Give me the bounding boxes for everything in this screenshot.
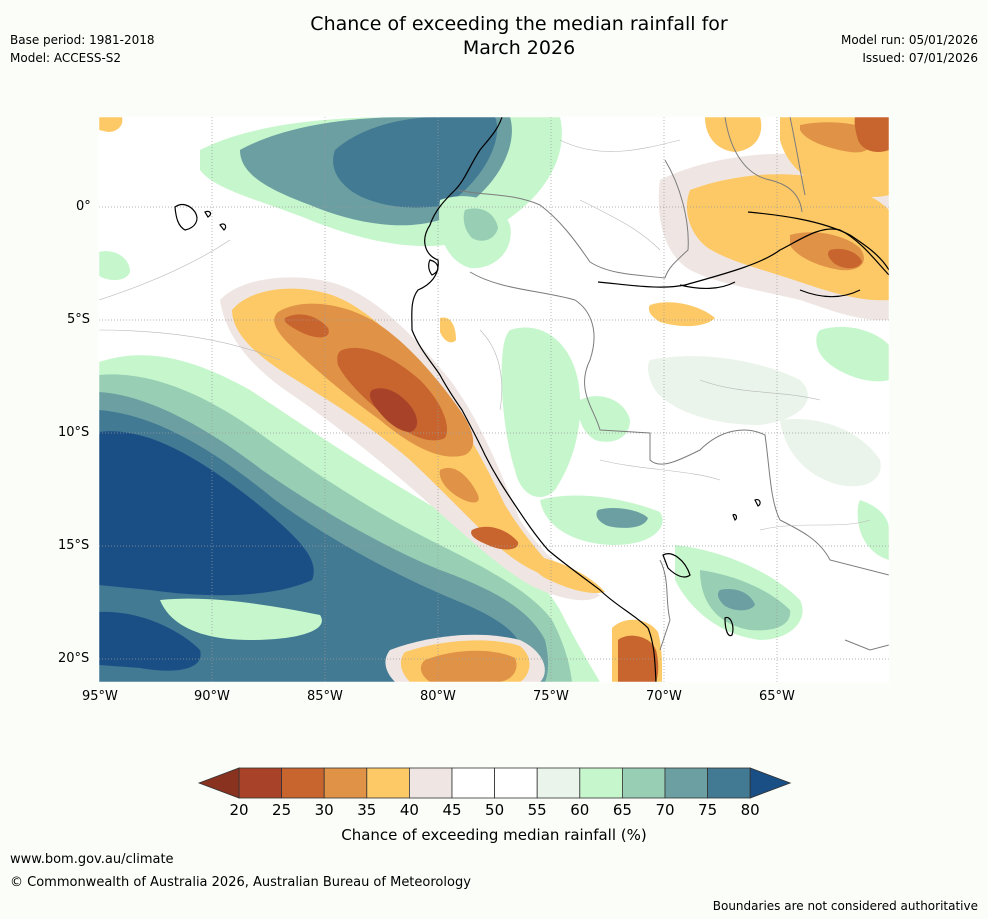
lat-label-15s: 15°S <box>58 538 90 553</box>
footer-disclaimer: Boundaries are not considered authoritat… <box>712 899 978 913</box>
lon-label-75w: 75°W <box>533 689 569 704</box>
issued-date: Issued: 07/01/2026 <box>862 51 978 65</box>
colorbar-tick-label: 65 <box>612 801 632 819</box>
lon-label-70w: 70°W <box>646 689 682 704</box>
colorbar-low-arrow <box>197 767 240 799</box>
map-frame <box>98 116 890 683</box>
country-boundaries <box>457 117 889 651</box>
colorbar-tick-label: 55 <box>527 801 547 819</box>
lat-label-5s: 5°S <box>67 312 91 327</box>
colorbar-swatch <box>494 767 538 799</box>
field-65-land-f <box>463 208 498 241</box>
colorbar-swatch <box>323 767 368 799</box>
colorbar-tick-label: 30 <box>314 801 334 819</box>
field-55-land-b <box>780 419 881 487</box>
base-period: Base period: 1981-2018 <box>10 33 155 47</box>
colorbar-tick-label: 25 <box>272 801 292 819</box>
contour-lines <box>99 139 871 531</box>
colorbar-swatch <box>664 767 708 799</box>
colorbar-tick-label: 50 <box>485 801 505 819</box>
colorbar-swatch <box>366 767 410 799</box>
field-30-ne <box>827 248 862 269</box>
colorbar-tick-label: 70 <box>655 801 675 819</box>
footer-url[interactable]: www.bom.gov.au/climate <box>10 852 174 867</box>
field-80-west-2 <box>99 611 201 671</box>
colorbar-swatch <box>622 767 666 799</box>
field-30-upper <box>284 314 329 338</box>
title-line-2: March 2026 <box>462 37 576 59</box>
field-60-land-e <box>816 326 889 382</box>
map-title: Chance of exceeding the median rainfall … <box>194 12 844 60</box>
lat-label-0: 0° <box>76 199 91 214</box>
map-plot-area <box>99 117 889 682</box>
field-40-nw-corner <box>99 117 123 132</box>
field-60-se-edge <box>857 500 889 560</box>
field-35-south <box>420 650 517 682</box>
lat-label-20s: 20°S <box>58 651 90 666</box>
colorbar-tick-label: 80 <box>740 801 760 819</box>
colorbar-swatch <box>707 767 751 799</box>
colorbar-high-arrow <box>749 767 792 799</box>
footer-copyright: © Commonwealth of Australia 2026, Austra… <box>10 875 471 890</box>
field-60-west-patch <box>99 251 130 281</box>
model-run: Model run: 05/01/2026 <box>840 33 978 47</box>
colorbar-tick-label: 45 <box>442 801 462 819</box>
colorbar-tick-label: 20 <box>229 801 249 819</box>
field-35-ne-top <box>800 122 874 153</box>
graticule <box>99 117 889 682</box>
colorbar-tick-label: 75 <box>698 801 718 819</box>
colorbar-swatch <box>451 767 495 799</box>
field-60-land-a <box>501 327 581 498</box>
field-25-central <box>369 388 418 432</box>
field-35-coast-south <box>439 467 479 503</box>
field-40-coast-ecuador <box>440 317 456 343</box>
colorbar-swatch <box>579 767 623 799</box>
lon-label-90w: 90°W <box>194 689 230 704</box>
colorbar-label: Chance of exceeding median rainfall (%) <box>341 826 647 844</box>
field-30-chile <box>618 635 659 682</box>
field-75-north <box>333 117 498 208</box>
lon-label-95w: 95°W <box>82 689 118 704</box>
field-green-sw-gap <box>160 598 322 640</box>
colorbar-tick-label: 40 <box>399 801 419 819</box>
colorbar-tick-label: 60 <box>570 801 590 819</box>
coastline <box>174 117 889 682</box>
colorbar-swatch <box>536 767 581 799</box>
field-80-west <box>99 431 314 596</box>
colorbar-swatch <box>281 767 325 799</box>
lon-label-65w: 65°W <box>759 689 795 704</box>
field-30-coast-south <box>471 526 519 550</box>
colorbar-swatch <box>408 767 453 799</box>
lat-label-10s: 10°S <box>58 425 90 440</box>
field-55-land-a <box>647 356 808 425</box>
field-30-ne-corner <box>854 117 889 152</box>
model-name: Model: ACCESS-S2 <box>10 51 122 65</box>
colorbar-tick-label: 35 <box>357 801 377 819</box>
lon-label-85w: 85°W <box>307 689 343 704</box>
field-70-land-b <box>596 507 648 528</box>
colorbar-swatch <box>238 767 282 799</box>
field-70-land-c <box>717 589 755 611</box>
field-40-coast-south <box>528 555 605 594</box>
field-40-amazon-small <box>648 302 715 327</box>
title-line-1: Chance of exceeding the median rainfall … <box>310 13 728 35</box>
lon-label-80w: 80°W <box>420 689 456 704</box>
field-40-nw-top <box>705 117 762 152</box>
colorbar <box>197 767 792 799</box>
